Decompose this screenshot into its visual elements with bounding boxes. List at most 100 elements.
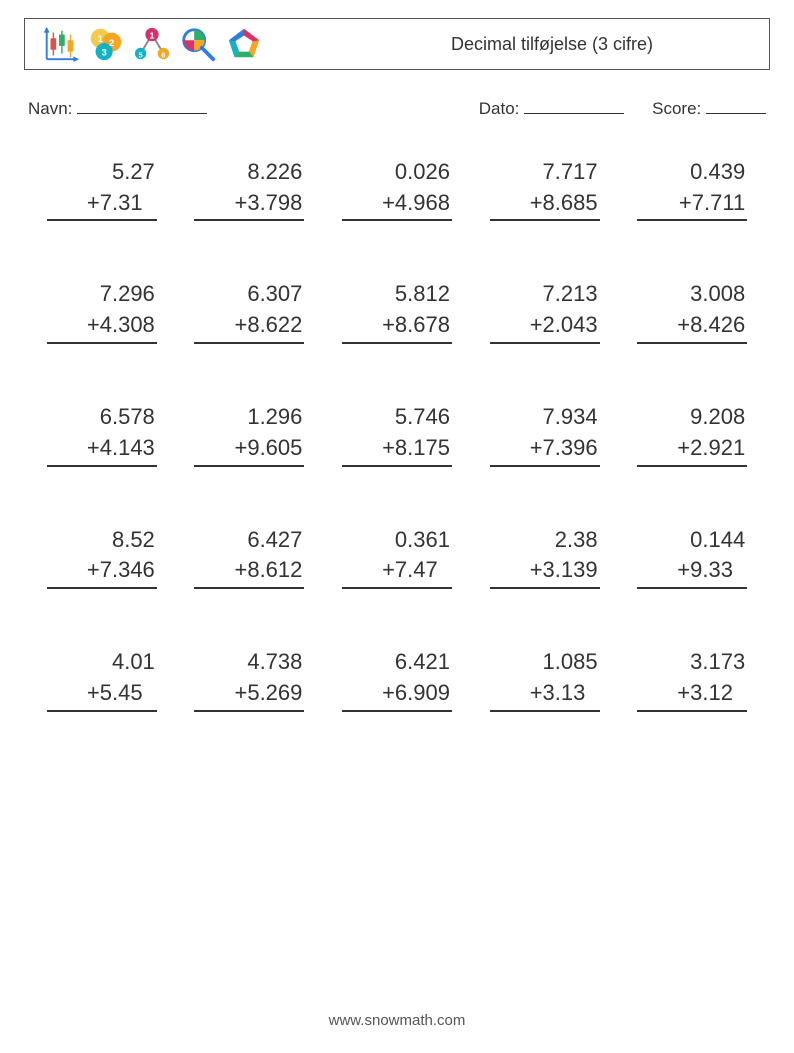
problem-bottom: +8.678 — [342, 310, 452, 344]
problem-top: 0.439 — [690, 157, 747, 188]
problem-top: 3.008 — [690, 279, 747, 310]
problem-bottom: +8.426 — [637, 310, 747, 344]
problem: 0.026+4.968 — [342, 157, 452, 222]
problem: 3.173+3.12 — [637, 647, 747, 712]
problem-top: 9.208 — [690, 402, 747, 433]
date-label: Dato: — [479, 99, 520, 118]
svg-text:6: 6 — [161, 50, 165, 59]
svg-text:1: 1 — [150, 30, 155, 40]
score-label: Score: — [652, 99, 701, 118]
problem-top: 6.307 — [247, 279, 304, 310]
problem-top: 0.144 — [690, 525, 747, 556]
problem-bottom: +8.685 — [490, 188, 600, 222]
name-blank — [77, 96, 207, 114]
circles-icon: 1 2 3 — [87, 25, 125, 63]
problem-bottom: +7.346 — [47, 555, 157, 589]
problem: 5.746+8.175 — [342, 402, 452, 467]
problem-top: 0.026 — [395, 157, 452, 188]
problem: 0.144+9.33 — [637, 525, 747, 590]
meta-row: Navn: Dato: Score: — [24, 96, 770, 119]
problem-bottom: +9.33 — [637, 555, 747, 589]
problem-top: 3.173 — [690, 647, 747, 678]
problem: 7.296+4.308 — [47, 279, 157, 344]
problem: 8.52+7.346 — [47, 525, 157, 590]
chart-icon — [41, 25, 79, 63]
problem-bottom: +5.269 — [194, 678, 304, 712]
problem-bottom: +3.139 — [490, 555, 600, 589]
problem-top: 7.213 — [543, 279, 600, 310]
problem: 4.01+5.45 — [47, 647, 157, 712]
problem-top: 7.296 — [100, 279, 157, 310]
problem: 1.296+9.605 — [194, 402, 304, 467]
problem-bottom: +3.798 — [194, 188, 304, 222]
problem-bottom: +6.909 — [342, 678, 452, 712]
footer-url: www.snowmath.com — [0, 1012, 794, 1029]
worksheet-page: 1 2 3 1 5 6 — [0, 0, 794, 1053]
problem-top: 2.38 — [555, 525, 600, 556]
problem-top: 4.738 — [247, 647, 304, 678]
problem: 0.361+7.47 — [342, 525, 452, 590]
problem: 7.717+8.685 — [490, 157, 600, 222]
problem: 7.213+2.043 — [490, 279, 600, 344]
problem: 6.307+8.622 — [194, 279, 304, 344]
pentagon-icon — [225, 25, 263, 63]
date-blank — [524, 96, 624, 114]
problem: 5.812+8.678 — [342, 279, 452, 344]
svg-text:1: 1 — [98, 34, 104, 45]
problem: 8.226+3.798 — [194, 157, 304, 222]
problem: 1.085+3.13 — [490, 647, 600, 712]
problem-bottom: +9.605 — [194, 433, 304, 467]
problem-bottom: +2.043 — [490, 310, 600, 344]
problem-top: 6.578 — [100, 402, 157, 433]
name-field: Navn: — [28, 96, 207, 119]
problem-bottom: +7.396 — [490, 433, 600, 467]
problem: 0.439+7.711 — [637, 157, 747, 222]
problem-top: 6.421 — [395, 647, 452, 678]
problem-bottom: +3.13 — [490, 678, 600, 712]
page-title: Decimal tilføjelse (3 cifre) — [451, 34, 753, 55]
problem-bottom: +3.12 — [637, 678, 747, 712]
nodes-icon: 1 5 6 — [133, 25, 171, 63]
problem-bottom: +4.968 — [342, 188, 452, 222]
problem: 2.38+3.139 — [490, 525, 600, 590]
problem: 9.208+2.921 — [637, 402, 747, 467]
problem: 6.427+8.612 — [194, 525, 304, 590]
header: 1 2 3 1 5 6 — [24, 18, 770, 70]
problem: 7.934+7.396 — [490, 402, 600, 467]
header-icons: 1 2 3 1 5 6 — [41, 25, 263, 63]
problem-top: 4.01 — [112, 647, 157, 678]
problem-top: 7.717 — [543, 157, 600, 188]
problems-grid: 5.27+7.31 8.226+3.7980.026+4.9687.717+8.… — [24, 147, 770, 712]
problem-top: 5.27 — [112, 157, 157, 188]
problem-top: 8.226 — [247, 157, 304, 188]
problem-top: 0.361 — [395, 525, 452, 556]
problem: 5.27+7.31 — [47, 157, 157, 222]
score-field: Score: — [652, 96, 766, 119]
score-blank — [706, 96, 766, 114]
problem-bottom: +4.143 — [47, 433, 157, 467]
problem-bottom: +7.47 — [342, 555, 452, 589]
problem-top: 5.746 — [395, 402, 452, 433]
problem-top: 1.085 — [543, 647, 600, 678]
problem-bottom: +7.711 — [637, 188, 747, 222]
problem-bottom: +5.45 — [47, 678, 157, 712]
name-label: Navn: — [28, 99, 72, 118]
problem-bottom: +2.921 — [637, 433, 747, 467]
problem: 6.578+4.143 — [47, 402, 157, 467]
problem-top: 7.934 — [543, 402, 600, 433]
svg-text:3: 3 — [101, 47, 106, 58]
problem-bottom: +8.612 — [194, 555, 304, 589]
problem-bottom: +4.308 — [47, 310, 157, 344]
problem-bottom: +7.31 — [47, 188, 157, 222]
magnifier-icon — [179, 25, 217, 63]
problem-top: 1.296 — [247, 402, 304, 433]
problem: 6.421+6.909 — [342, 647, 452, 712]
problem-bottom: +8.622 — [194, 310, 304, 344]
date-field: Dato: — [479, 96, 624, 119]
problem-top: 8.52 — [112, 525, 157, 556]
problem: 4.738+5.269 — [194, 647, 304, 712]
problem-top: 6.427 — [247, 525, 304, 556]
problem-top: 5.812 — [395, 279, 452, 310]
problem-bottom: +8.175 — [342, 433, 452, 467]
svg-text:2: 2 — [109, 38, 114, 49]
